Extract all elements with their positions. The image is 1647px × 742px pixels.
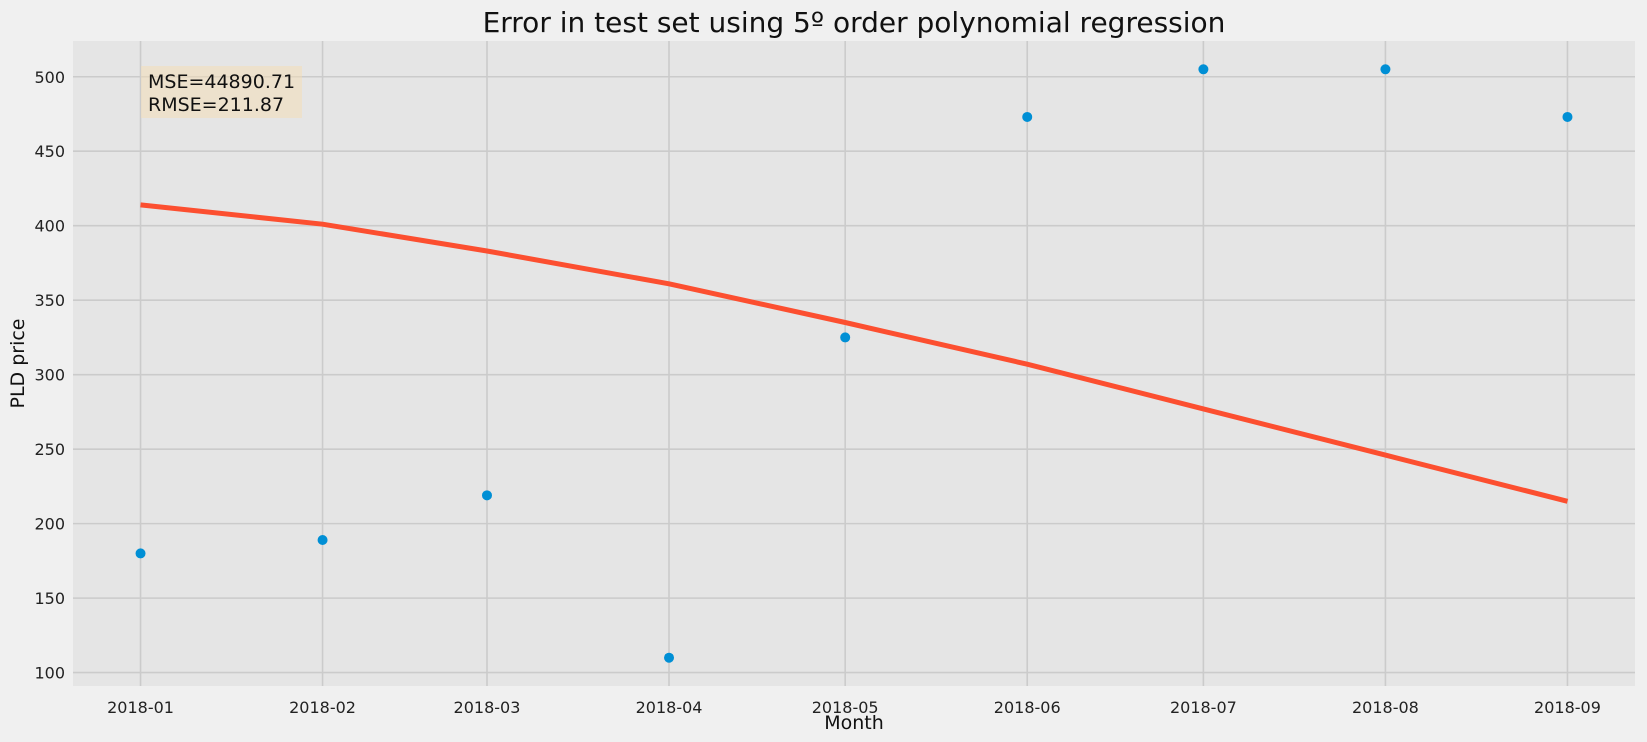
chart-title: Error in test set using 5º order polynom… (483, 6, 1226, 39)
y-tick-label: 350 (34, 291, 65, 310)
data-point (481, 490, 492, 501)
grid-lines (73, 41, 1635, 686)
y-tick-label: 200 (34, 515, 65, 534)
data-point (664, 652, 675, 663)
y-axis-ticks: 100 150 200 250 300 350 400 450 500 (34, 68, 65, 683)
annotation-mse: MSE=44890.71 (148, 71, 295, 93)
prediction-series (140, 202, 1569, 504)
x-axis-ticks: 2018-01 2018-02 2018-03 2018-04 2018-05 2018-… (107, 698, 1601, 717)
x-tick-label: 2018-08 (1352, 698, 1419, 717)
x-tick-label: 2018-06 (994, 698, 1061, 717)
y-tick-label: 400 (34, 217, 65, 236)
data-point (135, 548, 146, 559)
data-point (1022, 111, 1033, 122)
x-tick-label: 2018-07 (1170, 698, 1237, 717)
error-annotation: MSE=44890.71 RMSE=211.87 (141, 66, 302, 118)
x-tick-label: 2018-05 (812, 698, 879, 717)
data-point (1562, 111, 1573, 122)
annotation-box (141, 66, 302, 118)
x-tick-label: 2018-09 (1534, 698, 1601, 717)
x-tick-label: 2018-03 (454, 698, 521, 717)
y-tick-label: 450 (34, 142, 65, 161)
y-axis-title: PLD price (7, 319, 29, 409)
annotation-rmse: RMSE=211.87 (148, 94, 284, 116)
x-axis-title: Month (824, 712, 884, 734)
data-point (317, 535, 328, 546)
data-point (1380, 64, 1391, 75)
plot-area (73, 41, 1635, 686)
y-tick-label: 300 (34, 366, 65, 385)
y-tick-label: 100 (34, 664, 65, 683)
prediction-line (140, 202, 1569, 504)
y-tick-label: 500 (34, 68, 65, 87)
x-tick-label: 2018-02 (289, 698, 356, 717)
x-tick-label: 2018-04 (636, 698, 703, 717)
x-tick-label: 2018-01 (107, 698, 174, 717)
data-point (1198, 64, 1209, 75)
data-point (840, 332, 851, 343)
y-tick-label: 150 (34, 589, 65, 608)
y-tick-label: 250 (34, 440, 65, 459)
actual-series (135, 64, 1573, 663)
